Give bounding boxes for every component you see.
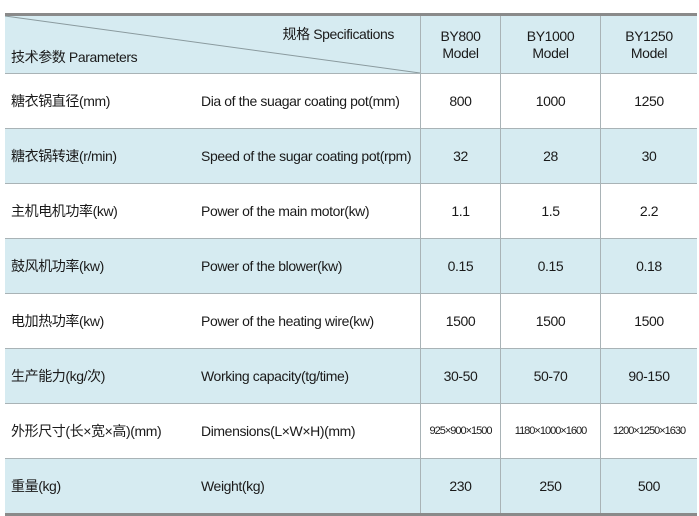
param-name-en: Power of the main motor(kw) — [201, 203, 370, 219]
param-value: 30-50 — [420, 349, 500, 403]
model-sub: Model — [442, 44, 479, 61]
param-value: 925×900×1500 — [420, 404, 500, 458]
spec-table: 规格 Specifications 技术参数 Parameters BY800 M… — [5, 13, 697, 516]
table-row: 主机电机功率(kw) Power of the main motor(kw) 1.1… — [5, 184, 697, 239]
model-name: BY1000 — [526, 27, 575, 44]
model-name: BY800 — [440, 27, 481, 44]
param-name-en: Working capacity(tg/time) — [201, 368, 349, 384]
model-name: BY1250 — [625, 27, 673, 44]
param-name-cn: 电加热功率(kw) — [11, 313, 104, 329]
param-name-cn: 生产能力(kg/次) — [11, 368, 105, 384]
param-value: 1.1 — [420, 184, 500, 238]
param-value: 28 — [500, 129, 600, 183]
param-value: 500 — [600, 459, 697, 513]
param-name-en: Power of the heating wire(kw) — [201, 313, 374, 329]
param-name-cn: 重量(kg) — [11, 478, 61, 494]
table-row: 外形尺寸(长×宽×高)(mm) Dimensions(L×W×H)(mm) 925×… — [5, 404, 697, 459]
param-name-en: Speed of the sugar coating pot(rpm) — [201, 148, 412, 164]
param-name-cn: 鼓风机功率(kw) — [11, 258, 104, 274]
param-value: 1500 — [600, 294, 697, 348]
param-value: 1000 — [500, 74, 600, 128]
model-sub: Model — [532, 44, 569, 61]
model-header: BY1000 Model — [500, 16, 600, 73]
param-value: 800 — [420, 74, 500, 128]
table-header: 规格 Specifications 技术参数 Parameters BY800 M… — [5, 16, 697, 74]
param-name-en: Dia of the suagar coating pot(mm) — [201, 93, 400, 109]
param-name-cn: 外形尺寸(长×宽×高)(mm) — [11, 423, 162, 439]
param-value: 1500 — [420, 294, 500, 348]
param-name-en: Power of the blower(kw) — [201, 258, 342, 274]
header-corner: 规格 Specifications 技术参数 Parameters — [5, 16, 420, 73]
diagonal-divider — [5, 16, 420, 73]
param-name-cn: 糖衣锅转速(r/min) — [11, 148, 117, 164]
param-value: 1200×1250×1630 — [600, 404, 697, 458]
table-row: 重量(kg) Weight(kg) 230 250 500 — [5, 459, 697, 513]
model-header: BY800 Model — [420, 16, 500, 73]
table-row: 糖衣锅直径(mm) Dia of the suagar coating pot(m… — [5, 74, 697, 129]
param-value: 0.15 — [500, 239, 600, 293]
param-value: 32 — [420, 129, 500, 183]
param-value: 1500 — [500, 294, 600, 348]
table-row: 电加热功率(kw) Power of the heating wire(kw) 15… — [5, 294, 697, 349]
specifications-label: 规格 Specifications — [282, 26, 395, 42]
param-name-cn: 主机电机功率(kw) — [11, 203, 118, 219]
param-value: 90-150 — [600, 349, 697, 403]
param-value: 30 — [600, 129, 697, 183]
param-value: 0.18 — [600, 239, 697, 293]
table-row: 鼓风机功率(kw) Power of the blower(kw) 0.15 0.15… — [5, 239, 697, 294]
param-value: 250 — [500, 459, 600, 513]
model-sub: Model — [630, 44, 668, 61]
param-value: 50-70 — [500, 349, 600, 403]
param-name-en: Weight(kg) — [201, 478, 265, 494]
param-value: 1180×1000×1600 — [500, 404, 600, 458]
table-row: 生产能力(kg/次) Working capacity(tg/time) 30-50… — [5, 349, 697, 404]
param-value: 1250 — [600, 74, 697, 128]
param-name-en: Dimensions(L×W×H)(mm) — [201, 423, 356, 439]
parameters-label: 技术参数 Parameters — [11, 49, 138, 65]
model-header: BY1250 Model — [600, 16, 697, 73]
param-value: 2.2 — [600, 184, 697, 238]
param-value: 230 — [420, 459, 500, 513]
param-value: 0.15 — [420, 239, 500, 293]
param-name-cn: 糖衣锅直径(mm) — [11, 93, 111, 109]
param-value: 1.5 — [500, 184, 600, 238]
table-row: 糖衣锅转速(r/min) Speed of the sugar coating p… — [5, 129, 697, 184]
